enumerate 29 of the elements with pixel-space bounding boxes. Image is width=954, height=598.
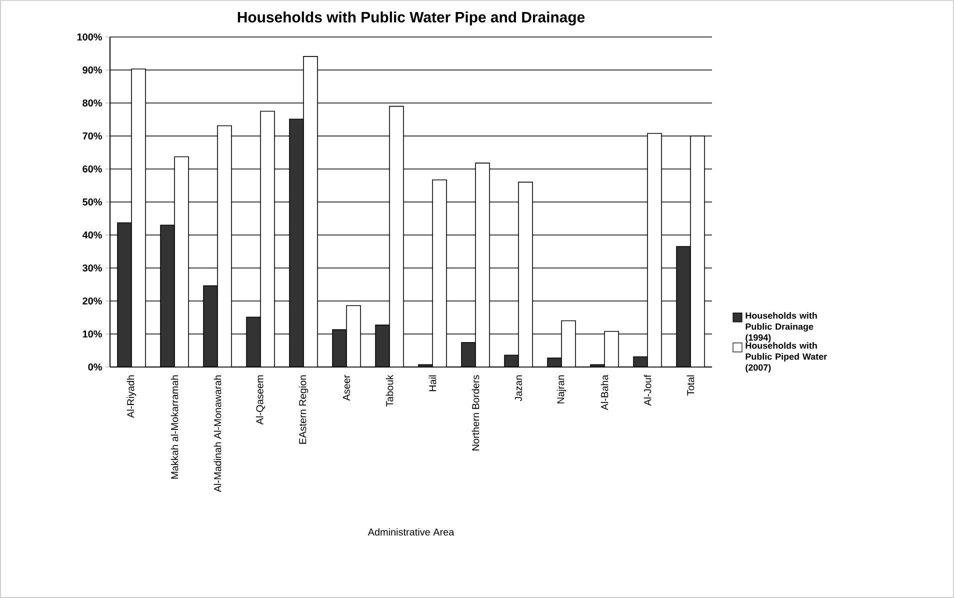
y-tick-label: 10% <box>82 330 102 338</box>
x-tick-label: Jazan <box>515 375 522 402</box>
x-tick-label: Al-Madinah Al-Monawarah <box>214 375 222 492</box>
legend-label: Households with Public Drainage (1994) <box>746 312 817 342</box>
y-tick-label: 50% <box>82 198 102 206</box>
y-tick-label: 70% <box>82 132 102 140</box>
x-tick-label: Al-Jouf <box>644 374 652 406</box>
x-tick-label: Total <box>686 375 694 396</box>
y-tick-label: 30% <box>82 264 102 272</box>
y-tick-label: 80% <box>82 99 102 107</box>
x-tick-label: Aseer <box>343 374 350 401</box>
y-tick-label: 40% <box>82 231 102 239</box>
y-tick-label: 90% <box>82 66 102 74</box>
x-axis-title: Administrative Area <box>368 528 454 536</box>
y-tick-label: 100% <box>77 33 102 41</box>
y-tick-label: 0% <box>88 363 102 371</box>
y-tick-label: 20% <box>82 297 102 305</box>
x-tick-label: Al-Qaseem <box>256 375 266 425</box>
x-tick-label: Makkah al-Mokarramah <box>170 375 178 479</box>
x-tick-label: Al-Baha <box>600 374 608 410</box>
chart-title: Households with Public Water Pipe and Drainage <box>238 11 585 26</box>
x-tick-label: Northern Borders <box>472 375 480 450</box>
x-tick-label: Al-Riyadh <box>126 375 136 418</box>
y-tick-label: 60% <box>82 165 102 173</box>
x-tick-label: Najran <box>556 375 566 404</box>
x-tick-label: EAstern Region <box>298 375 308 444</box>
legend-label: Households with Public Piped Water (2007) <box>746 342 827 372</box>
x-tick-label: Hail <box>428 375 436 392</box>
x-tick-label: Tabouk <box>386 374 394 407</box>
